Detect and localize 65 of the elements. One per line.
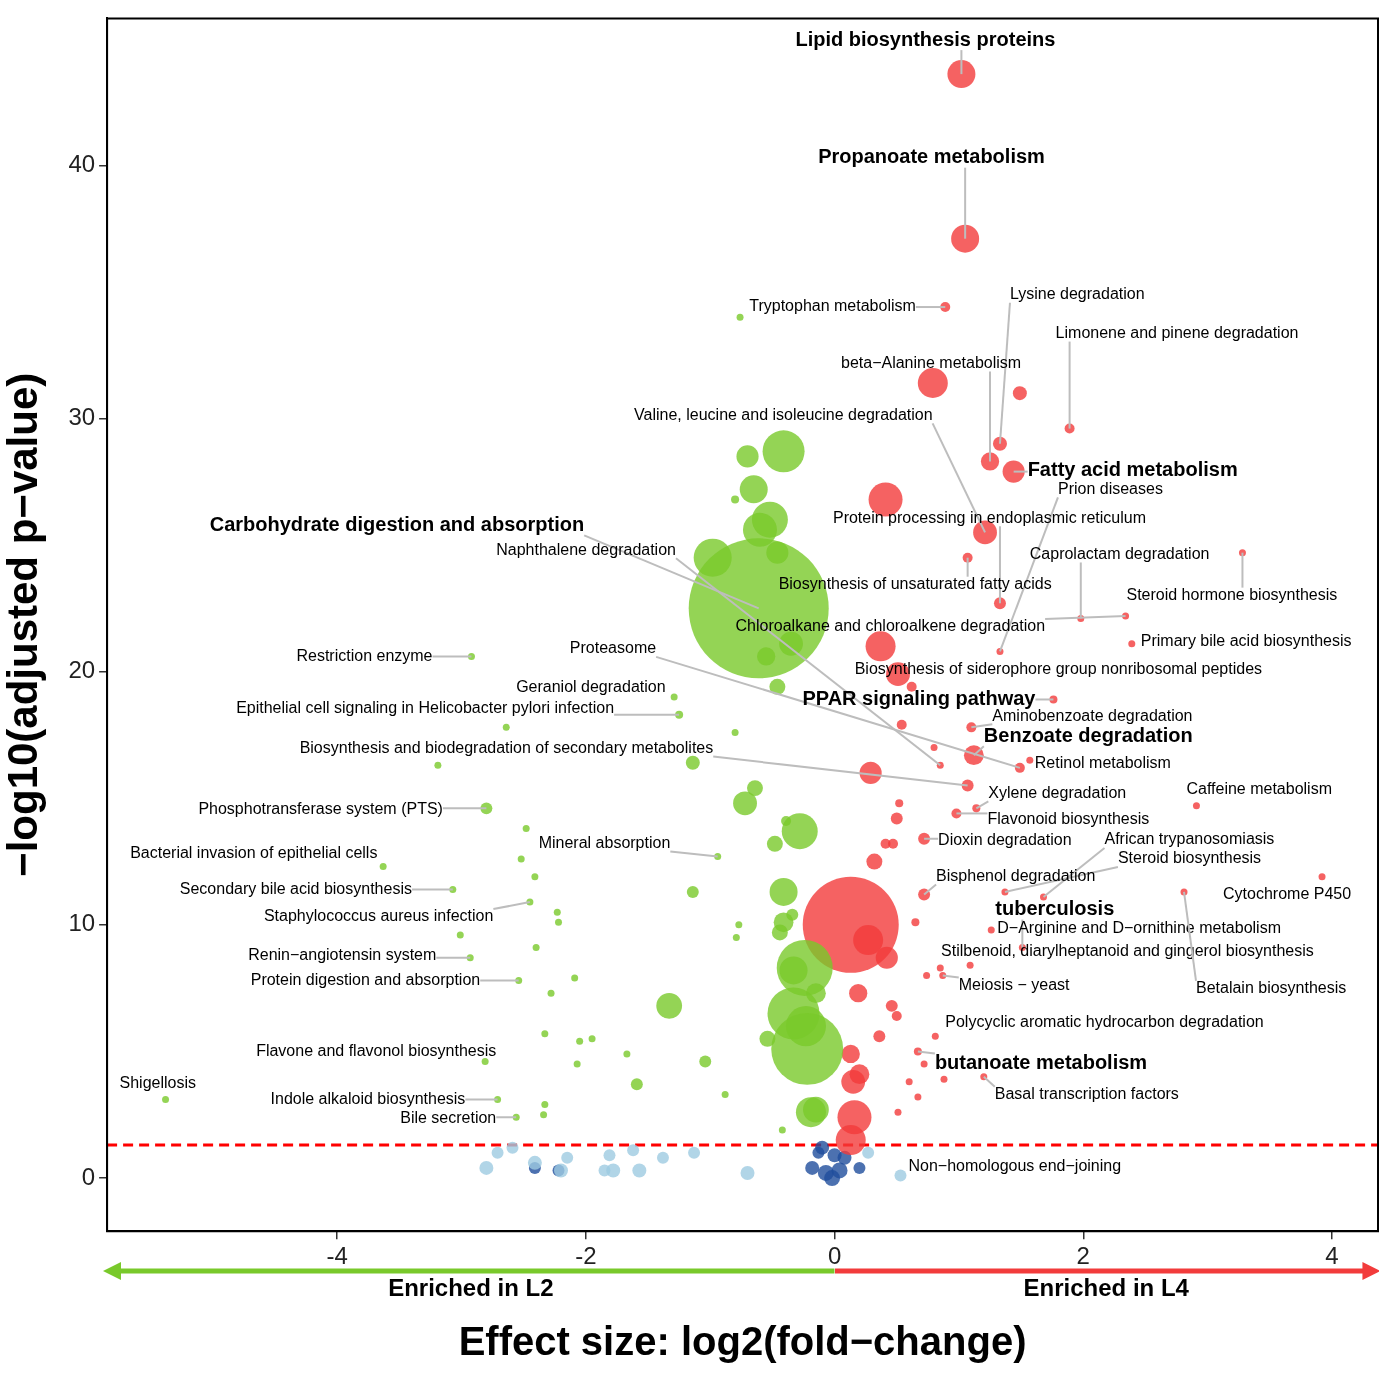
annotation: Propanoate metabolism (818, 145, 1045, 168)
annotation: Staphylococcus aureus infection (263, 907, 494, 925)
annotation: Epithelial cell signaling in Helicobacter pylori infection (236, 699, 615, 717)
annotation: Protein digestion and absorption (250, 970, 481, 988)
annotation: tuberculosis (995, 897, 1115, 920)
annotation: Protein processing in endoplasmic reticulum (832, 508, 1147, 526)
y-axis-title: −log10(adjusted p−value) (0, 372, 46, 877)
y-tick-label: 0 (81, 1162, 96, 1190)
text: Enriched in L2 (387, 1274, 555, 1302)
annotation: beta−Alanine metabolism (841, 353, 1022, 371)
x-tick-label: -4 (326, 1242, 348, 1270)
annotation: Stilbenoid, diarylheptanoid and gingerol biosynthesis (941, 941, 1314, 959)
annotation: Primary bile acid biosynthesis (1140, 632, 1352, 650)
annotation: Limonene and pinene degradation (1055, 323, 1299, 341)
annotation: Naphthalene degradation (496, 540, 676, 558)
annotation: Steroid hormone biosynthesis (1126, 586, 1338, 604)
annotation: Geraniol degradation (516, 678, 666, 696)
annotation: Lipid biosynthesis proteins (795, 27, 1056, 50)
text: Enriched in L4 (1022, 1274, 1190, 1302)
annotation: Bile secretion (400, 1108, 497, 1126)
annotation: Retinol metabolism (1034, 753, 1171, 771)
annotation: Basal transcription factors (994, 1085, 1179, 1103)
annotation: Caprolactam degradation (1029, 544, 1210, 562)
annotation: butanoate metabolism (934, 1050, 1148, 1073)
annotation: Polycyclic aromatic hydrocarbon degradation (945, 1012, 1264, 1030)
annotation: Steroid biosynthesis (1117, 849, 1262, 867)
y-tick-label: 30 (68, 403, 96, 431)
x-tick-label: 0 (827, 1242, 842, 1270)
annotation: Non−homologous end−joining (908, 1156, 1122, 1174)
annotation: Lysine degradation (1009, 285, 1145, 303)
annotation: Meiosis − yeast (958, 975, 1071, 993)
annotation: Dioxin degradation (938, 831, 1072, 849)
annotation: Renin−angiotensin system (248, 946, 437, 964)
annotation: Benzoate degradation (983, 723, 1193, 746)
annotation: Valine, leucine and isoleucine degradation (634, 405, 933, 423)
annotation: Shigellosis (119, 1073, 197, 1091)
annotation: Prion diseases (1057, 479, 1163, 497)
x-tick-label: -2 (575, 1242, 597, 1270)
annotation: Secondary bile acid biosynthesis (179, 879, 412, 897)
annotation: D−Arginine and D−ornithine metabolism (997, 919, 1281, 937)
x-axis-title: Effect size: log2(fold−change) (458, 1319, 1027, 1364)
annotation: Carbohydrate digestion and absorption (209, 512, 585, 535)
y-tick-label: 40 (68, 149, 96, 177)
y-tick-label: 20 (68, 656, 96, 684)
x-tick-label: 2 (1076, 1242, 1090, 1270)
annotation: Tryptophan metabolism (749, 297, 916, 315)
annotation: Caffeine metabolism (1186, 780, 1332, 798)
x-tick-label: 4 (1325, 1242, 1339, 1270)
annotation: PPAR signaling pathway (802, 687, 1037, 710)
annotation: African trypanosomiasis (1104, 830, 1275, 848)
annotation: Xylene degradation (988, 783, 1127, 801)
annotation: Cytochrome P450 (1223, 885, 1352, 903)
annotation: Bisphenol degradation (936, 866, 1096, 884)
y-tick-label: 10 (68, 909, 96, 937)
annotation: Proteasome (569, 639, 657, 657)
annotation: Restriction enzyme (296, 646, 433, 664)
annotation: Flavone and flavonol biosynthesis (256, 1041, 497, 1059)
annotation: Biosynthesis and biodegradation of secondary metabolites (299, 738, 714, 756)
annotation: Mineral absorption (538, 833, 671, 851)
annotation: Fatty acid metabolism (1027, 458, 1238, 481)
annotation: Indole alkaloid biosynthesis (270, 1089, 466, 1107)
annotation: Phosphotransferase system (PTS) (198, 799, 443, 817)
annotation: Flavonoid biosynthesis (987, 809, 1150, 827)
annotation: Betalain biosynthesis (1196, 979, 1347, 997)
annotation: Bacterial invasion of epithelial cells (130, 844, 378, 862)
